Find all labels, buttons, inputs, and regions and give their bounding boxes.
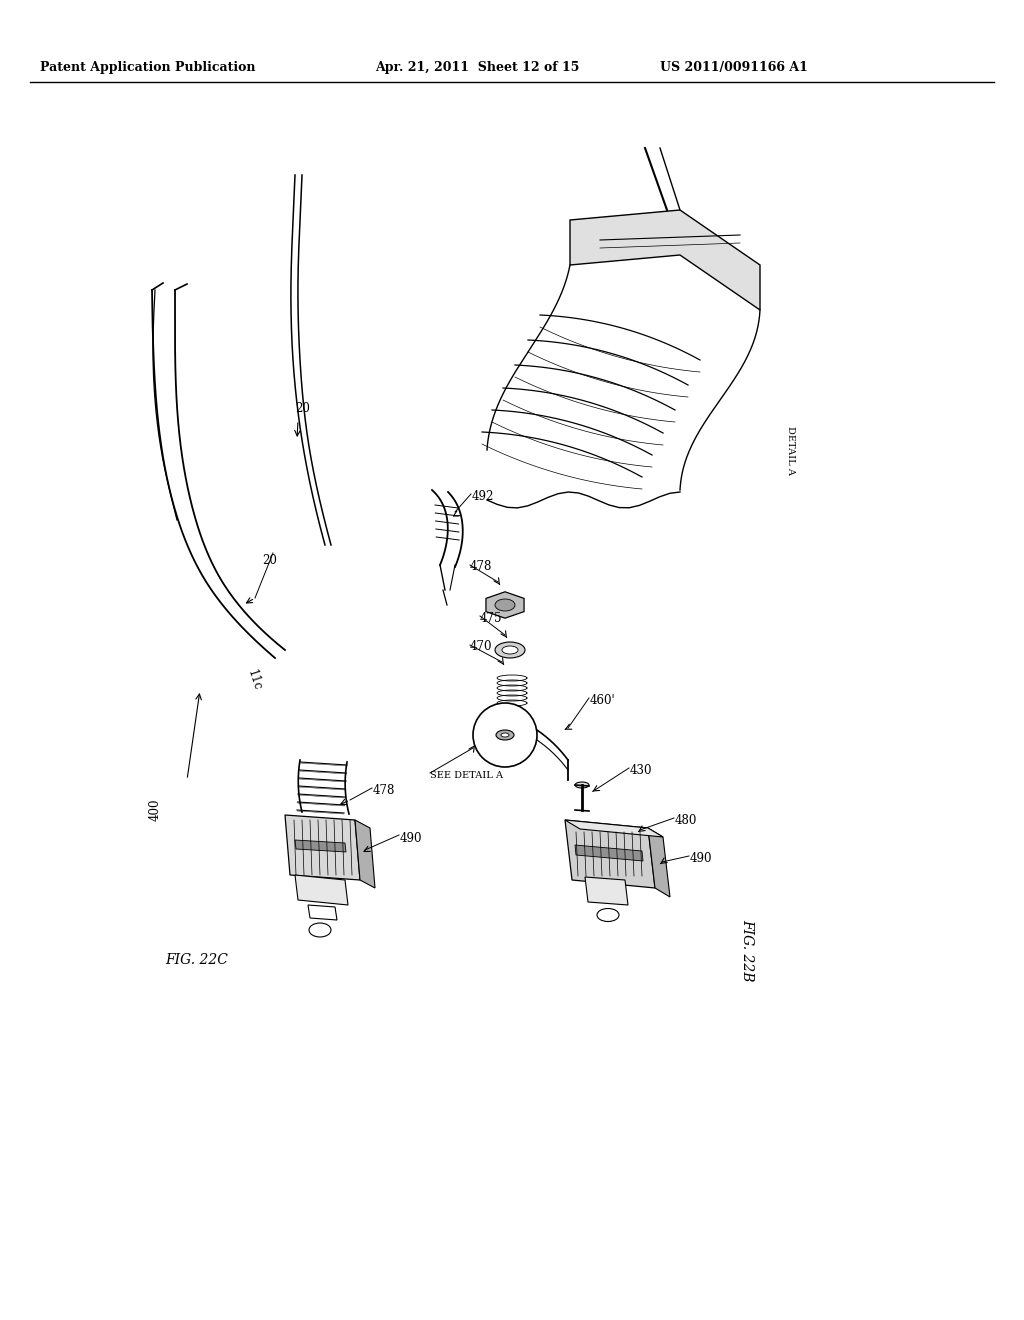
Text: FIG. 22C: FIG. 22C [165, 953, 228, 968]
Text: 492: 492 [472, 491, 495, 503]
Polygon shape [308, 906, 337, 920]
Ellipse shape [501, 733, 509, 737]
Polygon shape [570, 210, 760, 310]
Ellipse shape [496, 730, 514, 741]
Polygon shape [285, 814, 360, 880]
Text: 478: 478 [373, 784, 395, 796]
Text: DETAIL A: DETAIL A [785, 425, 795, 474]
Polygon shape [565, 820, 655, 888]
Ellipse shape [495, 599, 515, 611]
Ellipse shape [597, 908, 618, 921]
Text: 490: 490 [400, 832, 423, 845]
Polygon shape [486, 591, 524, 618]
Text: 20: 20 [262, 553, 276, 566]
Text: 430: 430 [630, 763, 652, 776]
Polygon shape [585, 876, 628, 906]
Text: Apr. 21, 2011  Sheet 12 of 15: Apr. 21, 2011 Sheet 12 of 15 [375, 62, 580, 74]
Ellipse shape [309, 923, 331, 937]
Ellipse shape [495, 642, 525, 657]
Text: 460': 460' [590, 693, 615, 706]
Text: FIG. 22B: FIG. 22B [740, 919, 754, 981]
Ellipse shape [502, 645, 518, 653]
Text: 20: 20 [295, 401, 310, 414]
Text: SEE DETAIL A: SEE DETAIL A [430, 771, 503, 780]
Polygon shape [575, 845, 643, 861]
Circle shape [473, 704, 537, 767]
Polygon shape [295, 875, 348, 906]
Text: US 2011/0091166 A1: US 2011/0091166 A1 [660, 62, 808, 74]
Polygon shape [648, 828, 670, 898]
Text: 400: 400 [148, 799, 162, 821]
Text: 475: 475 [480, 611, 503, 624]
Polygon shape [355, 820, 375, 888]
Polygon shape [565, 820, 663, 837]
Text: 490: 490 [690, 851, 713, 865]
Text: 11c: 11c [245, 668, 264, 692]
Text: 480: 480 [675, 813, 697, 826]
Ellipse shape [575, 781, 589, 788]
Text: 470: 470 [470, 640, 493, 653]
Text: Patent Application Publication: Patent Application Publication [40, 62, 256, 74]
Polygon shape [295, 840, 346, 851]
Text: 478: 478 [470, 561, 493, 573]
